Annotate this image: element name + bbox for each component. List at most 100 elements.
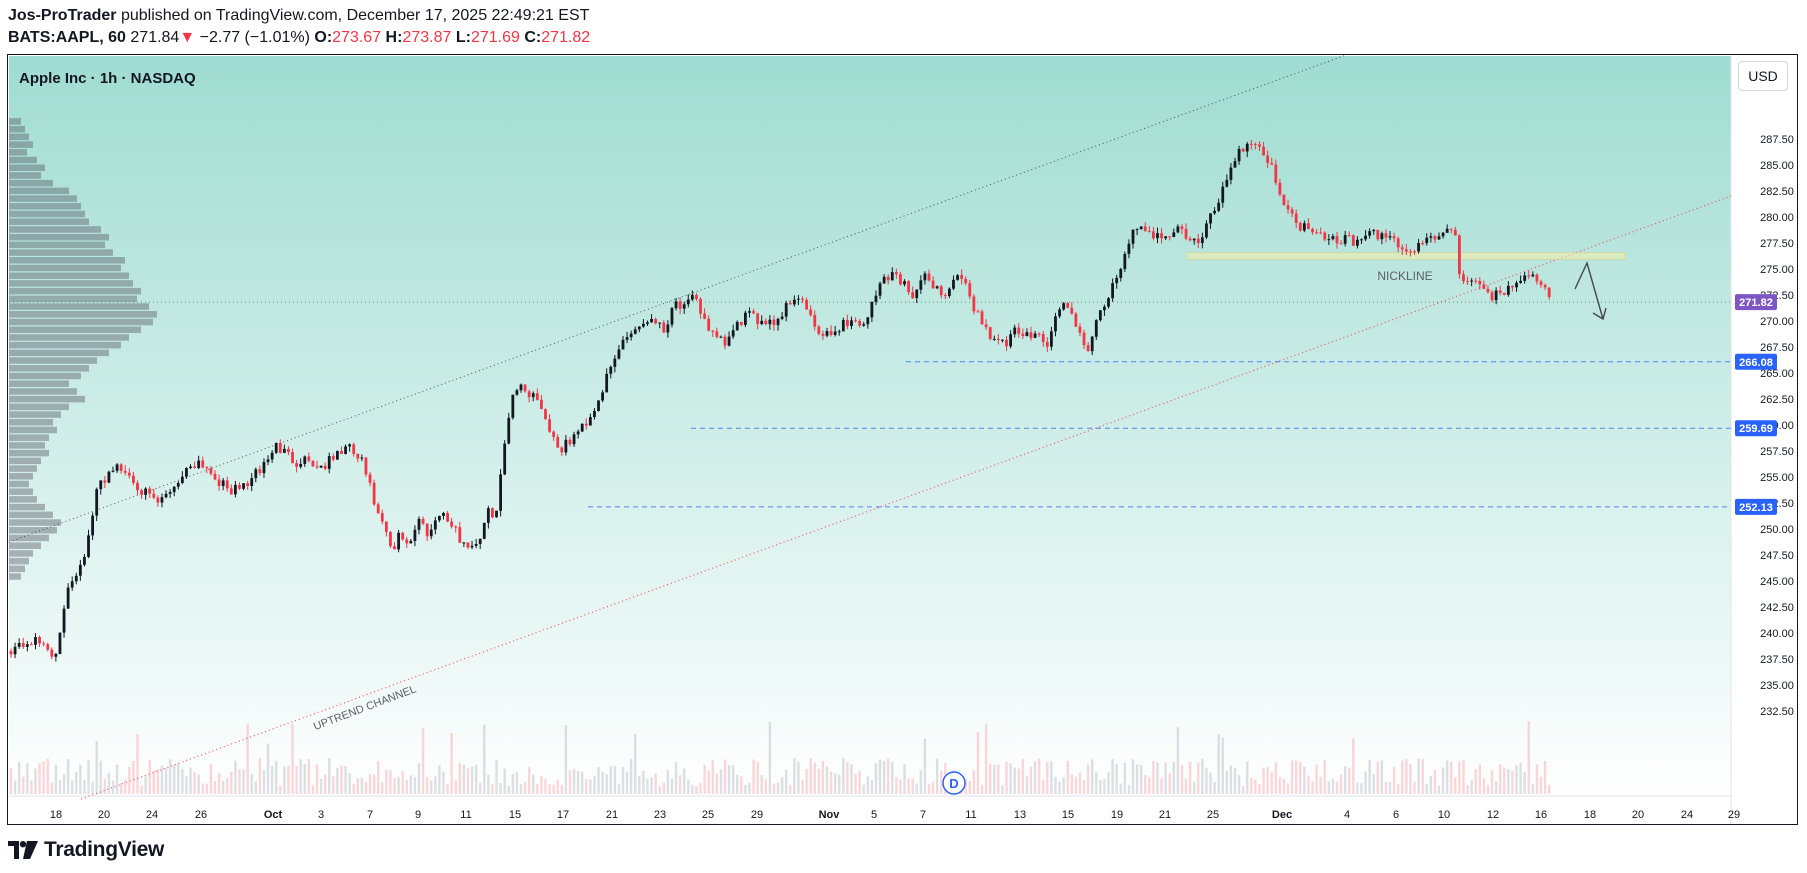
candle-body	[548, 419, 551, 432]
volume-bar	[532, 774, 535, 794]
candle-body	[364, 457, 368, 475]
volume-bar	[703, 764, 706, 794]
time-tick-label: 7	[920, 809, 926, 821]
time-tick-label: 20	[98, 809, 110, 821]
volume-bar	[1494, 781, 1498, 794]
candle-body	[115, 464, 119, 471]
volume-bar	[42, 761, 45, 794]
volume-bar	[79, 764, 82, 794]
volume-bar	[413, 777, 417, 794]
candle-body	[278, 442, 282, 453]
candle-body	[1470, 280, 1474, 282]
volume-bar	[54, 764, 58, 794]
volume-bar	[711, 760, 714, 794]
candle-body	[1164, 236, 1168, 239]
volume-bar	[13, 780, 17, 794]
volume-profile-bar	[9, 372, 81, 380]
candle-body	[1241, 148, 1245, 152]
price-tick-label: 270.00	[1760, 316, 1794, 328]
volume-bar	[789, 785, 792, 794]
publisher-name[interactable]: Jos-ProTrader	[8, 7, 117, 24]
volume-bar	[658, 785, 661, 794]
volume-bar	[833, 773, 837, 794]
currency-button[interactable]: USD	[1738, 61, 1788, 91]
candle-body	[931, 280, 935, 289]
candle-body	[1425, 237, 1429, 244]
candle-body	[185, 468, 188, 477]
candle-body	[850, 320, 853, 327]
volume-bar	[976, 732, 980, 794]
candle-body	[156, 497, 160, 503]
volume-bar	[1205, 767, 1208, 794]
candle-body	[519, 384, 523, 391]
candle-body	[1417, 243, 1420, 252]
time-axis[interactable]: 18 20 24 26 Oct 3 7 9 11 15 17 21 23 25 29 Nov 5 7 11 13 15 1…	[50, 809, 1740, 821]
volume-bar	[487, 774, 490, 794]
volume-bar	[1152, 761, 1155, 794]
price-tick-label: 240.00	[1760, 628, 1794, 640]
candle-body	[1107, 298, 1110, 307]
volume-bar	[540, 775, 543, 794]
volume-profile-bar	[9, 187, 69, 195]
low-label: L:	[455, 29, 471, 46]
volume-bar	[1376, 762, 1379, 794]
time-tick-label: 24	[1681, 809, 1693, 821]
candle-body	[433, 520, 437, 530]
candle-body	[499, 474, 502, 511]
volume-bar	[613, 766, 617, 794]
candle-body	[1127, 243, 1131, 254]
volume-bar	[625, 771, 629, 794]
candle-body	[160, 497, 164, 503]
volume-profile-bar	[9, 395, 85, 403]
chart-frame[interactable]: NICKLINE UPTREND CHANNEL D 287.50 285.00 28…	[7, 54, 1798, 825]
candle-body	[1351, 235, 1355, 246]
volume-bar	[666, 769, 670, 794]
volume-bar	[736, 774, 739, 794]
volume-bar	[1213, 782, 1216, 794]
volume-profile-bar	[9, 542, 41, 549]
candle-body	[943, 295, 947, 297]
volume-bar	[250, 774, 253, 794]
volume-bar	[372, 774, 376, 794]
candle-body	[425, 523, 429, 537]
volume-bar	[262, 770, 266, 794]
volume-bar	[164, 767, 168, 794]
volume-bar	[425, 777, 429, 794]
candle-body	[1282, 194, 1286, 206]
candle-body	[1131, 229, 1135, 244]
volume-bar	[144, 776, 147, 794]
candle-body	[797, 298, 800, 300]
volume-bar	[1380, 760, 1384, 794]
candle-body	[1200, 237, 1204, 244]
candle-body	[768, 319, 772, 325]
candle-body	[1025, 332, 1029, 336]
candle-body	[1290, 209, 1294, 214]
tradingview-brand[interactable]: TradingView	[8, 837, 164, 863]
time-tick-label: 11	[965, 809, 976, 821]
volume-bar	[1037, 758, 1041, 794]
candle-body	[1392, 236, 1396, 239]
volume-bar	[421, 727, 425, 794]
volume-bar	[364, 781, 368, 794]
close-label: C:	[524, 29, 542, 46]
volume-bar	[291, 723, 294, 794]
volume-bar	[1046, 761, 1049, 794]
volume-bar	[328, 758, 331, 794]
candle-body	[837, 331, 841, 333]
volume-bar	[22, 776, 25, 794]
volume-bar	[307, 758, 311, 794]
volume-profile-bar	[9, 550, 33, 557]
volume-bar	[132, 760, 135, 794]
volume-bar	[62, 774, 66, 794]
candle-body	[894, 272, 898, 275]
candle-body	[1066, 303, 1070, 308]
price-axis[interactable]: 287.50285.00282.50280.00277.50275.00272.…	[1735, 134, 1794, 718]
volume-profile-bar	[9, 264, 121, 272]
candle-body	[1217, 202, 1221, 211]
candle-body	[686, 299, 690, 305]
volume-bar	[642, 770, 645, 794]
candle-body	[417, 518, 421, 530]
candle-body	[38, 636, 41, 644]
candle-body	[413, 529, 417, 541]
